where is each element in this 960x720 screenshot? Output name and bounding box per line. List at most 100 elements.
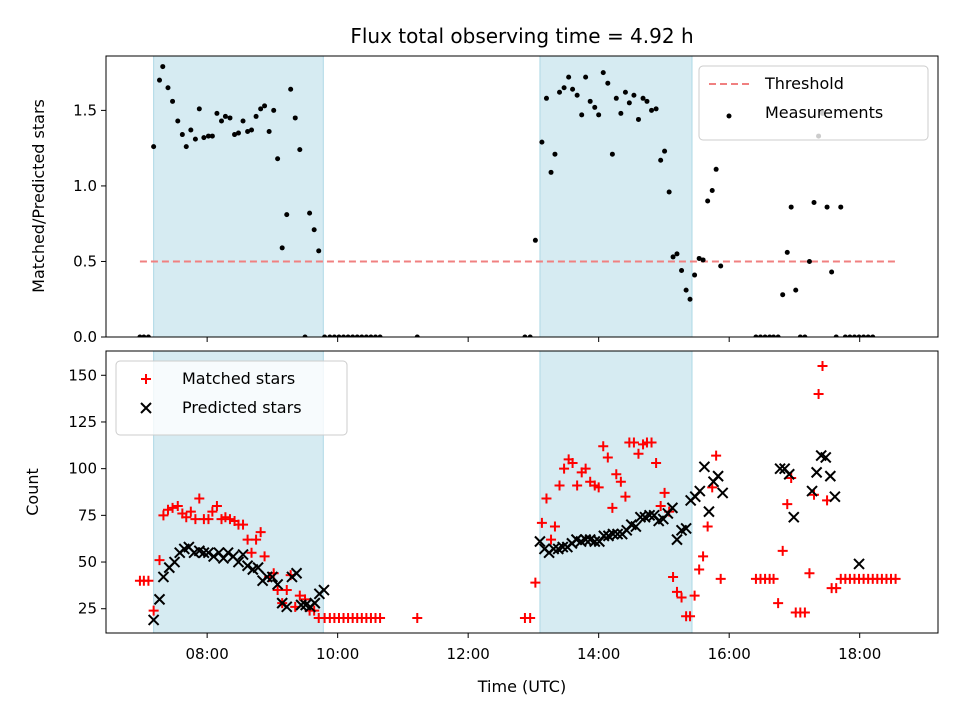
matched-star-point	[148, 605, 159, 616]
measurement-point	[640, 95, 646, 101]
matched-star-point	[777, 545, 788, 556]
measurement-point	[354, 334, 360, 337]
measurement-point	[311, 227, 317, 233]
predicted-star-point	[237, 548, 249, 561]
measurement-point	[188, 127, 194, 133]
matched-star-point	[702, 521, 713, 532]
measurement-point	[865, 334, 871, 337]
matched-star-point	[194, 493, 205, 504]
measurement-point	[322, 334, 328, 337]
y-tick-label: 25	[78, 600, 97, 618]
predicted-star-point	[698, 461, 711, 473]
predicted-star-point	[783, 468, 795, 480]
predicted-star-point	[309, 597, 321, 609]
measurement-point	[806, 258, 812, 264]
measurement-point	[539, 139, 545, 145]
measurement-point	[587, 98, 593, 104]
measurement-point	[870, 334, 876, 337]
y-tick-label: 0.0	[73, 328, 97, 346]
measurement-point	[758, 334, 764, 337]
measurement-point	[205, 133, 211, 139]
legend-predicted-swatch	[140, 402, 152, 414]
matched-star-point	[546, 534, 557, 545]
legend-box	[698, 65, 929, 141]
measurement-point	[192, 136, 198, 142]
matched-star-point	[259, 551, 270, 562]
matched-star-point	[809, 489, 820, 500]
measurement-point	[662, 148, 668, 154]
measurement-point	[674, 251, 680, 257]
measurement-point	[687, 296, 693, 302]
measurement-point	[271, 107, 277, 113]
predicted-star-point	[547, 543, 560, 555]
matched-star-point	[143, 575, 154, 586]
predicted-star-point	[712, 470, 724, 482]
matched-star-point	[203, 514, 214, 525]
measurement-point	[235, 130, 241, 136]
matched-star-point	[689, 590, 700, 601]
matched-star-point	[549, 521, 560, 532]
matched-star-point	[167, 502, 178, 513]
measurement-point	[373, 334, 379, 337]
predicted-star-point	[788, 511, 800, 523]
measurement-point	[557, 89, 563, 95]
measurement-point	[775, 334, 781, 337]
matched-star-point	[628, 437, 639, 448]
measurement-point	[214, 110, 220, 116]
measurement-point	[713, 166, 719, 172]
predicted-star-point	[222, 546, 234, 559]
x-tick-label: 18:00	[838, 645, 881, 663]
predicted-star-point	[290, 567, 303, 579]
predicted-star-point	[198, 546, 210, 559]
y-tick-label: 1.5	[73, 101, 97, 119]
matched-star-point	[211, 501, 222, 512]
matched-star-point	[246, 547, 257, 558]
legend-measurement-swatch	[726, 113, 732, 119]
x-tick-label: 10:00	[316, 645, 359, 663]
measurement-point	[157, 77, 163, 83]
measurement-point	[771, 334, 777, 337]
matched-star-point	[646, 437, 657, 448]
predicted-star-point	[634, 511, 647, 523]
measurement-point	[802, 334, 808, 337]
predicted-star-point	[716, 487, 729, 499]
measurement-point	[145, 334, 151, 337]
measurement-point	[151, 144, 157, 150]
measurement-point	[653, 106, 659, 112]
matched-star-point	[698, 551, 709, 562]
measurement-point	[316, 248, 322, 254]
measurement-point	[842, 334, 848, 337]
matched-star-point	[536, 517, 547, 528]
predicted-star-point	[232, 556, 245, 568]
measurement-point	[683, 287, 689, 293]
measurement-point	[600, 70, 606, 76]
measurement-point	[160, 64, 166, 70]
matched-star-point	[224, 514, 235, 525]
y-tick-label: 0.5	[73, 252, 97, 270]
predicted-star-point	[694, 485, 706, 497]
x-axis-label: Time (UTC)	[477, 677, 566, 696]
matched-star-point	[668, 571, 679, 582]
x-tick-label: 14:00	[577, 645, 620, 663]
measurement-point	[165, 85, 171, 91]
measurement-point	[829, 269, 835, 275]
measurement-point	[767, 334, 773, 337]
measurement-point	[302, 334, 308, 337]
predicted-star-point	[810, 466, 823, 479]
measurement-point	[613, 95, 619, 101]
predicted-star-point	[589, 535, 601, 548]
predicted-star-point	[557, 541, 569, 553]
measurement-point	[345, 334, 351, 337]
measurement-point	[363, 334, 369, 337]
measurement-point	[183, 144, 189, 150]
measurement-point	[137, 334, 143, 337]
measurement-point	[297, 147, 303, 153]
measurement-point	[579, 112, 585, 118]
measurement-point	[583, 74, 589, 80]
predicted-star-point	[680, 522, 692, 535]
measurement-point	[670, 254, 676, 260]
measurement-point	[797, 334, 803, 337]
x-tick-label: 12:00	[447, 645, 490, 663]
matched-star-point	[185, 506, 196, 517]
